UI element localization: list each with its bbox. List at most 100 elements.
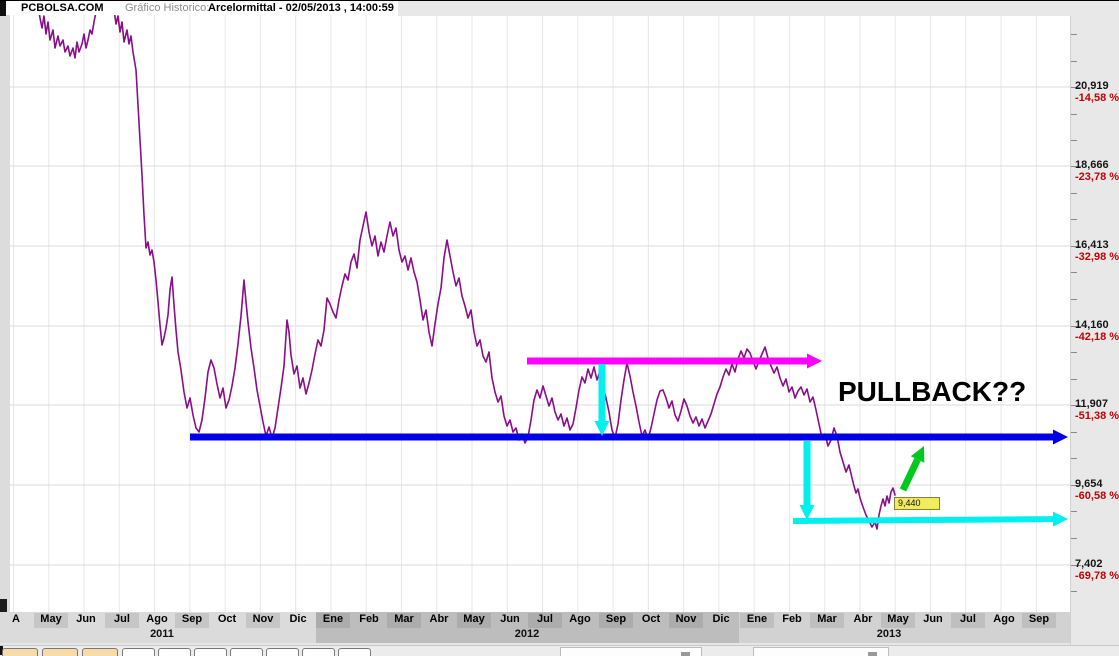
bottom-toolbar-button[interactable]: [122, 648, 155, 656]
x-axis-month-band: A May Jun Jul Ago Sep Oct Nov Dic Ene Feb Mar Abr May…: [0, 612, 1070, 645]
y-axis-minor-tick: [1071, 61, 1077, 62]
x-axis-month-chip: [810, 613, 844, 628]
x-axis-month-label: Ene: [322, 613, 344, 625]
y-axis-major-tick: [1071, 485, 1081, 486]
y-axis-minor-tick: [1071, 432, 1077, 433]
x-axis-month-chip: [528, 613, 562, 628]
x-axis-month-label: Abr: [429, 613, 449, 625]
x-axis-month-chip: [105, 613, 139, 628]
x-axis-month-label: Oct: [641, 613, 661, 625]
green-bounce-arrow: [899, 458, 921, 492]
bottom-toolbar-button[interactable]: [2, 648, 38, 656]
bottom-toolbar-button[interactable]: [230, 648, 263, 656]
x-axis-month-label: Sep: [1028, 613, 1050, 625]
x-axis-year-label: 2012: [514, 628, 540, 640]
magenta-resistance-arrow-head: [807, 353, 822, 369]
x-axis-month-label: Nov: [675, 613, 697, 625]
bottom-toolbar-button[interactable]: [338, 648, 371, 656]
y-axis-minor-tick: [1071, 538, 1077, 539]
bottom-toolbar-panel[interactable]: [560, 647, 702, 656]
bottom-toolbar-button[interactable]: [194, 648, 227, 656]
blue-resistance-arrow-head: [1053, 429, 1068, 445]
x-axis-month-chip: [599, 613, 633, 628]
y-axis-percent-label: -60,58 %: [1075, 490, 1119, 502]
x-axis-month-label: Ago: [146, 613, 168, 625]
y-axis-minor-tick: [1071, 114, 1077, 115]
y-axis-minor-tick: [1071, 272, 1077, 273]
y-axis-price-band: 20,919 -14,58 % 18,666 -23,78 % 16,413 -32,98…: [1070, 0, 1119, 645]
y-axis-major-tick: [1071, 326, 1081, 327]
y-axis-major-tick: [1071, 565, 1081, 566]
x-axis-month-label: Nov: [252, 613, 274, 625]
y-axis-percent-label: -42,18 %: [1075, 331, 1119, 343]
x-axis-month-chip: [457, 613, 491, 628]
x-axis-month-label: Mar: [817, 613, 837, 625]
x-axis-month-label: Jul: [114, 613, 130, 625]
y-axis-percent-label: -23,78 %: [1075, 171, 1119, 183]
y-axis-minor-tick: [1071, 458, 1077, 459]
y-axis-minor-tick: [1071, 299, 1077, 300]
bottom-toolbar-button[interactable]: [266, 648, 299, 656]
left-gutter: [0, 15, 10, 612]
bottom-toolbar-button[interactable]: [82, 648, 118, 656]
x-axis-month-label: A: [12, 613, 20, 625]
x-axis-month-label: Ene: [746, 613, 768, 625]
x-axis-month-label: May: [40, 613, 62, 625]
y-axis-percent-label: -32,98 %: [1075, 251, 1119, 263]
pullback-annotation-text: PULLBACK??: [838, 376, 1027, 407]
plot-area[interactable]: [10, 15, 1070, 612]
y-axis-price-label: 20,919: [1075, 80, 1109, 92]
price-line: [113, 15, 896, 530]
bottom-toolbar-button[interactable]: [302, 648, 335, 656]
x-axis-month-label: Jun: [500, 613, 520, 625]
y-axis-price-label: 9,654: [1075, 478, 1103, 490]
y-axis-major-tick: [1071, 166, 1081, 167]
y-axis-minor-tick: [1071, 219, 1077, 220]
price-chart-canvas[interactable]: [10, 15, 1070, 612]
x-axis-month-label: May: [887, 613, 909, 625]
x-axis-month-label: Feb: [359, 613, 379, 625]
x-axis-month-label: Abr: [853, 613, 873, 625]
cyan-drop-arrow-2-head: [799, 505, 815, 520]
x-axis-month-chip: [881, 613, 915, 628]
x-axis-month-label: Jun: [76, 613, 96, 625]
x-axis-month-label: May: [463, 613, 485, 625]
x-axis-month-label: Dic: [712, 613, 730, 625]
y-axis-percent-label: -14,58 %: [1075, 92, 1119, 104]
x-axis-month-chip: [387, 613, 421, 628]
y-axis-major-tick: [1071, 87, 1081, 88]
y-axis-price-label: 11,907: [1075, 398, 1109, 410]
x-axis-month-chip: [34, 613, 68, 628]
bottom-toolbar-button[interactable]: [42, 648, 78, 656]
y-axis-price-label: 7,402: [1075, 558, 1103, 570]
header-gray-fill: [398, 1, 1119, 16]
x-axis-month-label: Oct: [217, 613, 237, 625]
y-axis-price-label: 16,413: [1075, 239, 1109, 251]
bottom-toolbar-button[interactable]: [158, 648, 191, 656]
x-axis-month-label: Jul: [537, 613, 553, 625]
x-axis-month-label: Jul: [960, 613, 976, 625]
cyan-drop-arrow-1-head: [594, 421, 610, 436]
x-axis-year-section: [316, 612, 739, 643]
x-axis-month-label: Mar: [394, 613, 414, 625]
header-bar: PCBOLSA.COM Gráfico Historico: Arcelormi…: [0, 0, 1119, 16]
cyan-support-arrow-head: [1052, 511, 1068, 527]
x-axis-month-label: Jun: [923, 613, 943, 625]
x-axis-month-chip: [316, 613, 350, 628]
y-axis-minor-tick: [1071, 193, 1077, 194]
x-axis-month-label: Feb: [782, 613, 802, 625]
y-axis-minor-tick: [1071, 352, 1077, 353]
y-axis-price-label: 14,160: [1075, 319, 1109, 331]
x-axis-month-chip: [951, 613, 985, 628]
section-label: Gráfico Historico:: [125, 2, 210, 14]
y-axis-minor-tick: [1071, 140, 1077, 141]
bottom-toolbar: [0, 645, 1119, 656]
x-axis-year-label: 2013: [876, 628, 902, 640]
bottom-toolbar-panel[interactable]: [753, 647, 889, 656]
panel-grip-icon: [868, 652, 877, 656]
x-axis-year-label: 2011: [150, 628, 174, 640]
y-axis-minor-tick: [1071, 34, 1077, 35]
chart-title: Arcelormittal - 02/05/2013 , 14:00:59: [208, 2, 394, 14]
x-axis-month-chip: [1022, 613, 1056, 628]
